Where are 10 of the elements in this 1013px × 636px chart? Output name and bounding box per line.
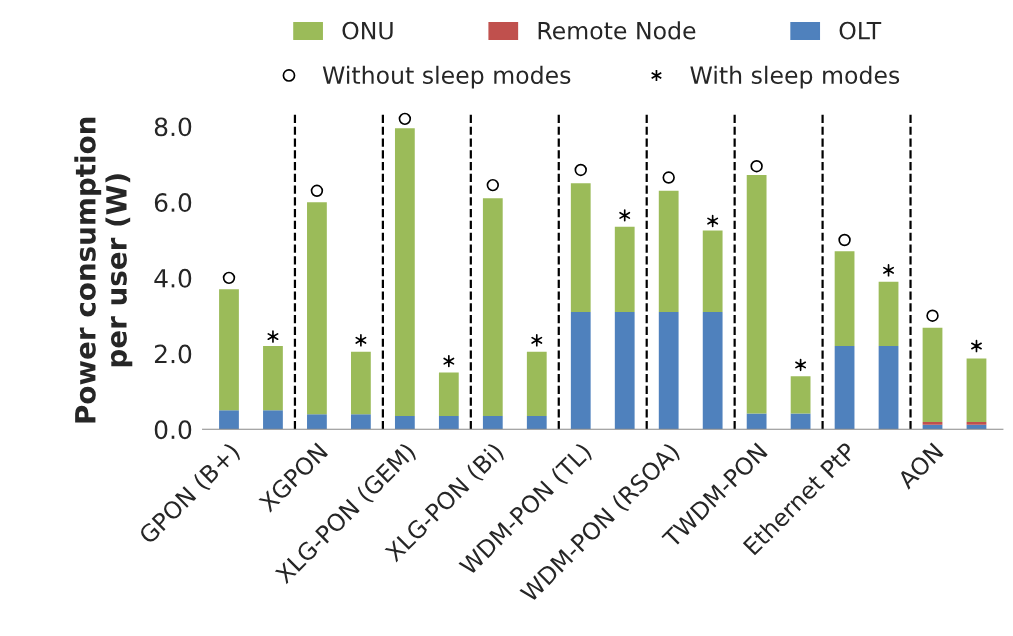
y-tick-label: 6.0 bbox=[154, 193, 192, 213]
legend-label: Without sleep modes bbox=[322, 65, 571, 89]
y-axis-title: Power consumption per user (W) bbox=[74, 117, 133, 423]
y-tick-label: 0.0 bbox=[154, 420, 192, 440]
y-tick-label: 2.0 bbox=[154, 344, 192, 364]
y-tick-label: 8.0 bbox=[154, 117, 192, 137]
legend-label: ONU bbox=[342, 21, 393, 40]
legend-label: OLT bbox=[839, 21, 882, 40]
legend-label: Remote Node bbox=[538, 21, 696, 40]
y-tick-label: 4.0 bbox=[154, 268, 192, 288]
